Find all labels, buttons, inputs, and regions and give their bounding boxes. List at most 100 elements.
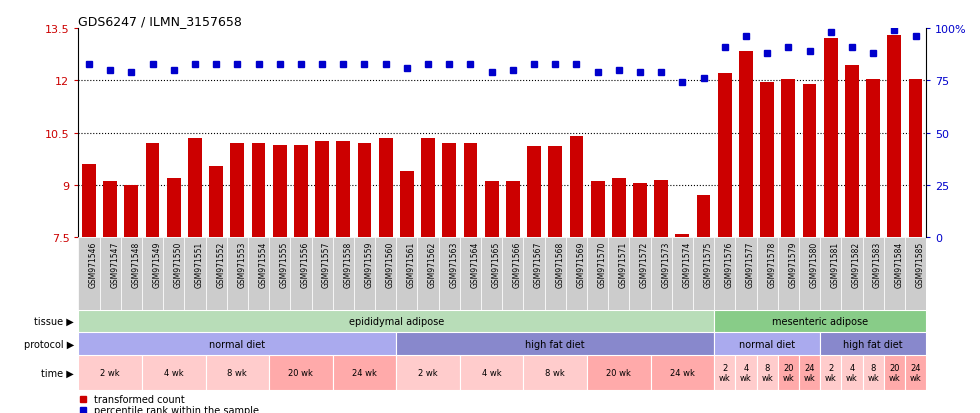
Bar [587,355,651,390]
Bar [400,171,414,237]
Bar [545,237,565,310]
Bar [184,237,206,310]
Bar [421,138,435,237]
Bar [316,142,329,237]
Text: GSM971563: GSM971563 [449,241,459,287]
Text: GSM971566: GSM971566 [513,241,521,287]
Bar [290,237,312,310]
Text: GSM971571: GSM971571 [618,241,628,287]
Bar [396,355,460,390]
Text: high fat diet: high fat diet [844,339,903,349]
Bar [888,36,902,237]
Bar [633,184,647,237]
Text: GSM971555: GSM971555 [279,241,289,287]
Text: 4 wk: 4 wk [482,368,502,377]
Bar [905,237,926,310]
Text: GSM971569: GSM971569 [576,241,585,287]
Text: GSM971567: GSM971567 [534,241,543,287]
Text: GSM971548: GSM971548 [131,241,140,287]
Bar [146,144,160,237]
Bar [248,237,270,310]
Text: normal diet: normal diet [210,339,266,349]
Bar [841,237,862,310]
Text: GSM971565: GSM971565 [492,241,501,287]
Bar [862,355,884,390]
Bar [820,332,926,355]
Bar [841,355,862,390]
Bar [464,144,477,237]
Bar [591,182,605,237]
Bar [332,237,354,310]
Bar [230,144,244,237]
Text: GSM971560: GSM971560 [386,241,395,287]
Bar [523,237,545,310]
Bar [142,237,163,310]
Text: GSM971562: GSM971562 [428,241,437,287]
Text: GSM971574: GSM971574 [682,241,691,287]
Bar [354,237,375,310]
Bar [778,237,799,310]
Bar [206,237,226,310]
Bar [675,234,689,237]
Text: GSM971556: GSM971556 [301,241,310,287]
Text: 2
wk: 2 wk [719,363,731,382]
Bar [210,166,223,237]
Bar [905,355,926,390]
Text: GSM971546: GSM971546 [89,241,98,287]
Text: 2 wk: 2 wk [100,368,120,377]
Bar [460,355,523,390]
Text: GSM971575: GSM971575 [704,241,712,287]
Text: GSM971584: GSM971584 [895,241,904,287]
Text: epididymal adipose: epididymal adipose [349,316,444,326]
Text: 4
wk: 4 wk [846,363,858,382]
Bar [820,355,841,390]
Bar [272,145,286,237]
Bar [651,237,672,310]
Text: GSM971550: GSM971550 [173,241,182,287]
Bar [78,310,714,332]
Text: 20 wk: 20 wk [288,368,314,377]
Bar [78,332,396,355]
Bar [862,237,884,310]
Bar [124,185,138,237]
Bar [803,85,816,237]
Bar [629,237,651,310]
Bar [78,355,142,390]
Bar [655,180,668,237]
Text: 24 wk: 24 wk [352,368,377,377]
Bar [78,237,100,310]
Text: GSM971581: GSM971581 [831,241,840,287]
Text: GSM971583: GSM971583 [873,241,882,287]
Bar [587,237,609,310]
Bar [358,144,371,237]
Bar [778,355,799,390]
Text: GSM971553: GSM971553 [237,241,246,287]
Bar [312,237,332,310]
Text: tissue ▶: tissue ▶ [34,316,74,326]
Text: mesenteric adipose: mesenteric adipose [772,316,868,326]
Text: 4 wk: 4 wk [164,368,183,377]
Text: 8 wk: 8 wk [545,368,565,377]
Bar [693,237,714,310]
Text: GSM971580: GSM971580 [809,241,818,287]
Bar [609,237,629,310]
Text: high fat diet: high fat diet [525,339,585,349]
Bar [485,182,499,237]
Text: GSM971561: GSM971561 [407,241,416,287]
Text: 20
wk: 20 wk [782,363,794,382]
Bar [226,237,248,310]
Bar [739,52,753,237]
Text: GSM971582: GSM971582 [852,241,860,287]
Text: 20
wk: 20 wk [889,363,901,382]
Bar [549,147,563,237]
Bar [379,138,393,237]
Bar [799,355,820,390]
Text: GSM971577: GSM971577 [746,241,755,287]
Bar [820,237,841,310]
Text: 8 wk: 8 wk [227,368,247,377]
Bar [651,355,714,390]
Bar [523,355,587,390]
Bar [396,237,417,310]
Text: 24 wk: 24 wk [670,368,695,377]
Bar [163,237,184,310]
